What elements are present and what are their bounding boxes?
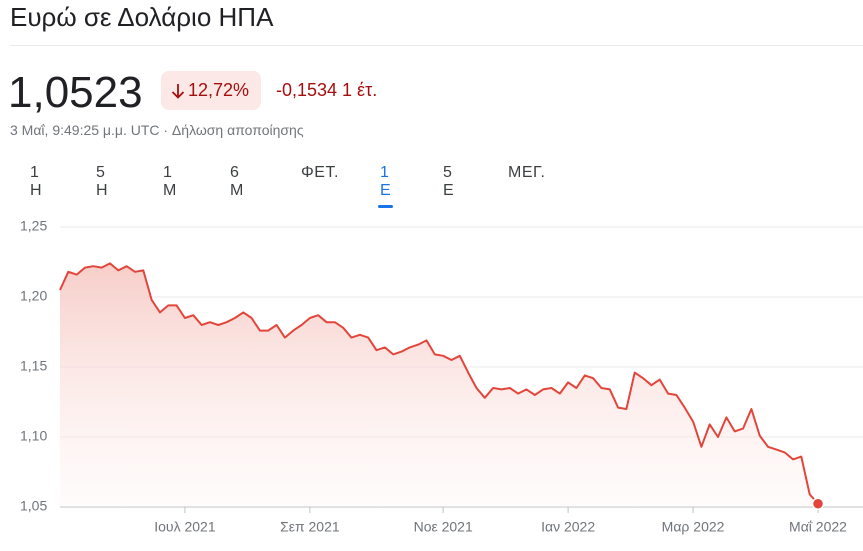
divider — [10, 45, 863, 46]
y-tick-label: 1,10 — [20, 428, 47, 444]
down-arrow-icon — [171, 83, 185, 99]
range-tab[interactable]: 5 Ε — [443, 164, 455, 199]
x-tick-label: Μαΐ 2022 — [789, 519, 847, 535]
range-tab[interactable]: 1 Μ — [163, 164, 177, 199]
change-abs: -0,1534 1 έτ. — [276, 80, 378, 100]
price: 1,0523 — [8, 68, 143, 117]
x-tick-label: Σεπ 2021 — [280, 519, 340, 535]
range-tab[interactable]: 1 Η — [30, 164, 43, 199]
range-tab[interactable]: 6 Μ — [230, 164, 244, 199]
current-point — [811, 497, 825, 511]
change-percent: 12,72% — [188, 80, 250, 100]
area — [60, 263, 818, 507]
price-line — [59, 262, 819, 505]
y-tick-label: 1,20 — [20, 288, 47, 304]
change-badge: 12,72% — [161, 71, 262, 110]
x-tick-label: Μαρ 2022 — [662, 519, 725, 535]
x-tick-label: Ιουλ 2021 — [154, 519, 216, 535]
x-tick-label: Νοε 2021 — [414, 519, 473, 535]
range-tab[interactable]: ΜΕΓ. — [508, 164, 546, 181]
range-tab[interactable]: ΦΕΤ. — [301, 164, 339, 181]
title: Ευρώ σε Δολάριο ΗΠΑ — [10, 2, 274, 32]
range-tab[interactable]: 5 Η — [96, 164, 109, 199]
timestamp: 3 Μαΐ, 9:49:25 μ.μ. UTC · Δήλωση αποποίη… — [10, 122, 304, 138]
x-tick-label: Ιαν 2022 — [541, 519, 595, 535]
y-tick-label: 1,15 — [20, 358, 47, 374]
y-tick-label: 1,05 — [20, 498, 47, 514]
y-tick-label: 1,25 — [20, 218, 47, 234]
range-tab[interactable]: 1 Ε — [377, 164, 394, 208]
